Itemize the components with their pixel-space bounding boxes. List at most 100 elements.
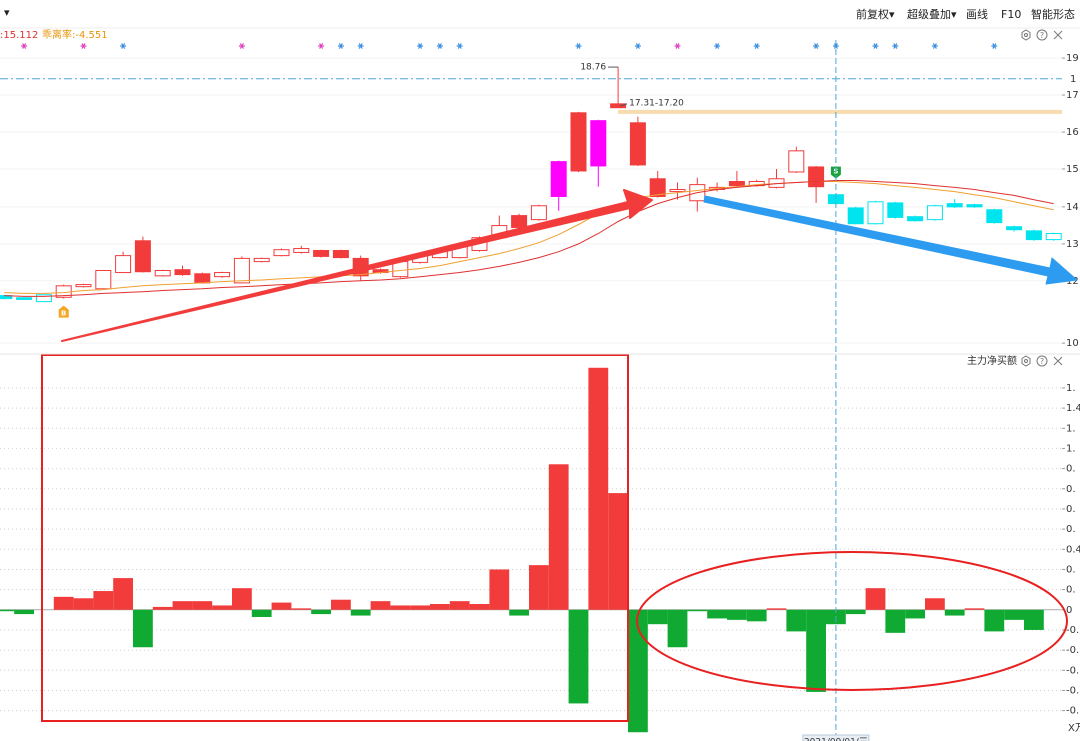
bar xyxy=(786,609,807,632)
candle-body xyxy=(0,295,13,300)
y-tick-label: 1. xyxy=(1066,443,1076,454)
bar xyxy=(628,609,648,733)
candle-body xyxy=(154,269,171,277)
y-tick-label: -0. xyxy=(1066,706,1079,717)
y-tick-label: 15 xyxy=(1066,164,1079,175)
candle-body xyxy=(75,284,92,288)
highlight-ellipse xyxy=(636,551,1068,691)
signal-star xyxy=(892,43,899,49)
y-tick-label: 0.4 xyxy=(1066,544,1080,555)
candle-body xyxy=(95,269,112,290)
y-tick-label: 10 xyxy=(1066,338,1079,349)
bar xyxy=(430,604,450,610)
bar xyxy=(73,598,94,610)
bar xyxy=(350,609,371,616)
signal-star-ray xyxy=(437,43,442,49)
toolbar-item[interactable]: F10 xyxy=(1001,8,1021,21)
candle-body xyxy=(293,248,310,253)
candle-body xyxy=(669,188,686,193)
buy-marker-shape xyxy=(58,305,69,318)
candle-body xyxy=(788,150,805,173)
candle-body xyxy=(1045,232,1062,241)
candle-body xyxy=(332,249,349,259)
crosshair-date: 2021/09/01/三 xyxy=(804,738,868,741)
candle-body xyxy=(887,202,904,218)
info-bias: 乖离率:-4.551 xyxy=(42,28,108,41)
trend-arrow-up xyxy=(61,189,653,342)
bar xyxy=(489,569,510,610)
bar xyxy=(311,609,331,615)
signal-star xyxy=(813,43,820,49)
signal-star-ray xyxy=(992,43,997,49)
signal-star xyxy=(21,43,28,49)
signal-star-ray xyxy=(675,43,680,49)
candle-body xyxy=(214,272,231,278)
bar xyxy=(509,609,529,616)
buy-marker: B xyxy=(61,310,66,318)
signal-star xyxy=(931,43,938,49)
crosshair-date-box xyxy=(802,734,870,741)
signal-star-ray xyxy=(576,43,581,49)
bar xyxy=(1004,609,1024,620)
settings-icon[interactable] xyxy=(1021,29,1031,41)
y-tick-label: 1. xyxy=(1066,383,1076,394)
toolbar-item[interactable]: 智能形态 xyxy=(1031,7,1075,21)
candle-body xyxy=(907,216,924,222)
bar xyxy=(133,609,153,648)
signal-star-ray xyxy=(319,43,324,49)
bar xyxy=(93,591,114,610)
signal-star xyxy=(120,43,127,49)
y-tick-label: 13 xyxy=(1066,239,1079,250)
highlight-box xyxy=(41,354,629,722)
candle-body xyxy=(1006,226,1023,231)
settings-icon[interactable] xyxy=(1021,355,1031,367)
help-glyph: ? xyxy=(1040,357,1044,366)
y-tick-label: 0. xyxy=(1066,484,1076,495)
bar xyxy=(667,609,688,648)
help-icon[interactable]: ? xyxy=(1036,29,1048,41)
bar xyxy=(251,609,272,617)
signal-star xyxy=(753,43,760,49)
y-tick-label: -0. xyxy=(1066,645,1079,656)
y-tick-label: 1. xyxy=(1066,423,1076,434)
bar xyxy=(984,609,1005,632)
bar xyxy=(291,608,312,610)
overlay-layer: 1917161514131210118.7617.31-17.20BS2021/… xyxy=(21,40,1080,741)
bar xyxy=(390,605,411,610)
toolbar-item[interactable]: 超级叠加▾ xyxy=(907,7,957,21)
y-tick-label: 1.4 xyxy=(1066,403,1080,414)
y-tick-label: 0. xyxy=(1066,564,1076,575)
toolbar-item[interactable]: 画线 xyxy=(966,7,988,21)
close-icon[interactable] xyxy=(1053,356,1063,366)
y-tick-label: 0 xyxy=(1066,605,1072,616)
signal-star-ray xyxy=(418,43,423,49)
bar xyxy=(410,605,430,610)
candle-body xyxy=(946,203,963,208)
signal-star xyxy=(80,43,87,49)
candle-body xyxy=(115,255,132,274)
candle-body xyxy=(926,205,943,221)
y-tick-label: 17 xyxy=(1066,90,1079,101)
bar xyxy=(806,609,826,692)
bar xyxy=(469,604,490,610)
help-icon[interactable]: ? xyxy=(1036,355,1048,367)
bar xyxy=(212,605,232,610)
close-icon[interactable] xyxy=(1053,30,1063,40)
trend-arrow-down xyxy=(703,195,1078,285)
bar xyxy=(687,609,708,612)
candle-body xyxy=(233,257,250,284)
signal-star xyxy=(417,43,424,49)
signal-star xyxy=(991,43,998,49)
toolbar-item[interactable]: 前复权▾ xyxy=(856,7,895,21)
y-tick-label: 0. xyxy=(1066,524,1076,535)
bar xyxy=(1024,609,1044,630)
candle-body xyxy=(253,257,270,263)
y-tick-label: -0. xyxy=(1066,625,1079,636)
y-tick-label: 0. xyxy=(1066,585,1076,596)
bar xyxy=(568,609,589,704)
menu-caret[interactable]: ▾ xyxy=(4,6,10,19)
bar xyxy=(865,588,886,610)
bar xyxy=(944,609,965,616)
candle-body xyxy=(16,297,33,300)
bar xyxy=(964,608,985,610)
